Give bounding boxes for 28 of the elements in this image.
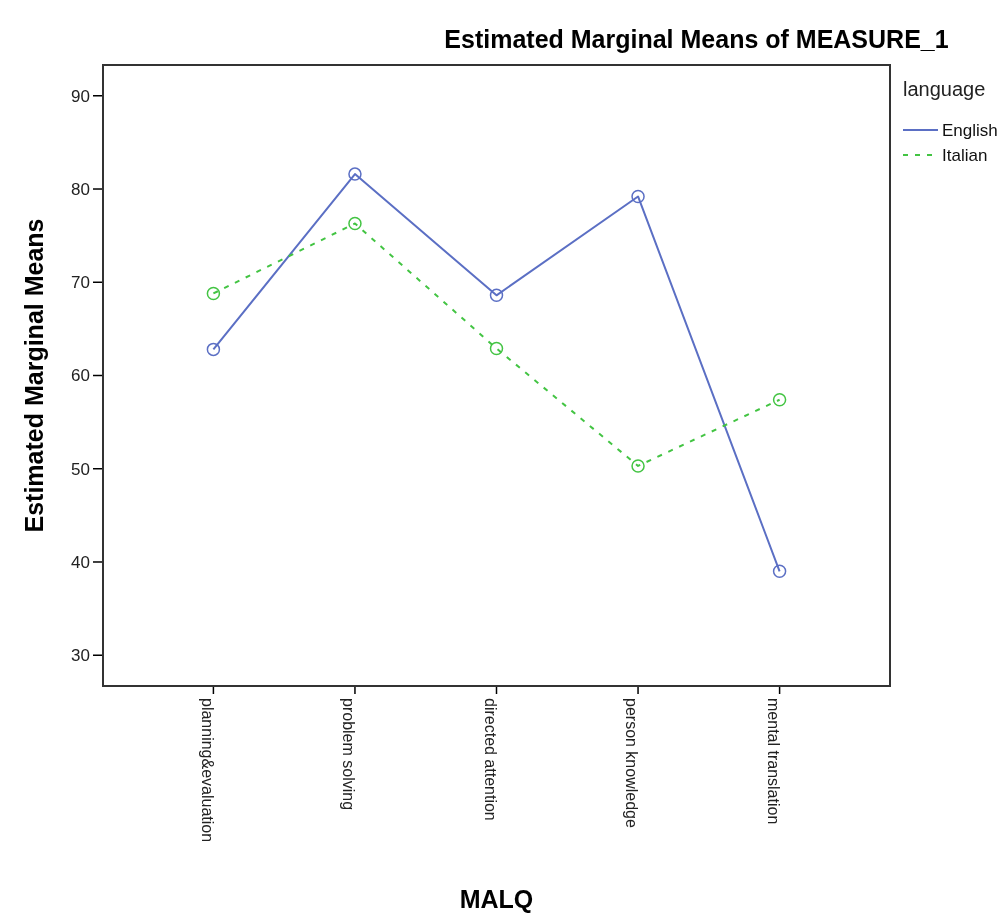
y-tick-label: 80 bbox=[71, 179, 90, 199]
point bbox=[348, 216, 362, 231]
point bbox=[348, 167, 362, 181]
x-tick-label: directed attention bbox=[481, 698, 499, 821]
point bbox=[489, 288, 504, 303]
legend-label: Italian bbox=[942, 145, 988, 165]
point bbox=[631, 189, 645, 204]
y-tick-label: 90 bbox=[71, 86, 90, 106]
x-tick-label: mental translation bbox=[764, 698, 782, 825]
y-axis-title: Estimated Marginal Means bbox=[20, 218, 48, 533]
legend-title: language bbox=[903, 78, 986, 100]
point bbox=[631, 459, 645, 473]
x-tick-label: problem solving bbox=[340, 698, 358, 811]
y-tick-label: 30 bbox=[71, 646, 90, 666]
point bbox=[206, 342, 221, 357]
x-tick-label: person knowledge bbox=[623, 698, 641, 828]
legend-label: English bbox=[942, 120, 998, 140]
point bbox=[772, 392, 787, 407]
y-tick-label: 50 bbox=[71, 459, 90, 479]
point bbox=[489, 341, 504, 356]
x-axis-title: MALQ bbox=[459, 885, 534, 913]
chart-title: Estimated Marginal Means of MEASURE_1 bbox=[444, 25, 949, 53]
point bbox=[772, 564, 787, 579]
y-tick-label: 40 bbox=[71, 552, 90, 572]
y-tick-label: 60 bbox=[71, 366, 90, 386]
y-tick-label: 70 bbox=[71, 273, 90, 293]
x-tick-label: planning&evaluation bbox=[198, 698, 216, 843]
point bbox=[206, 286, 221, 301]
